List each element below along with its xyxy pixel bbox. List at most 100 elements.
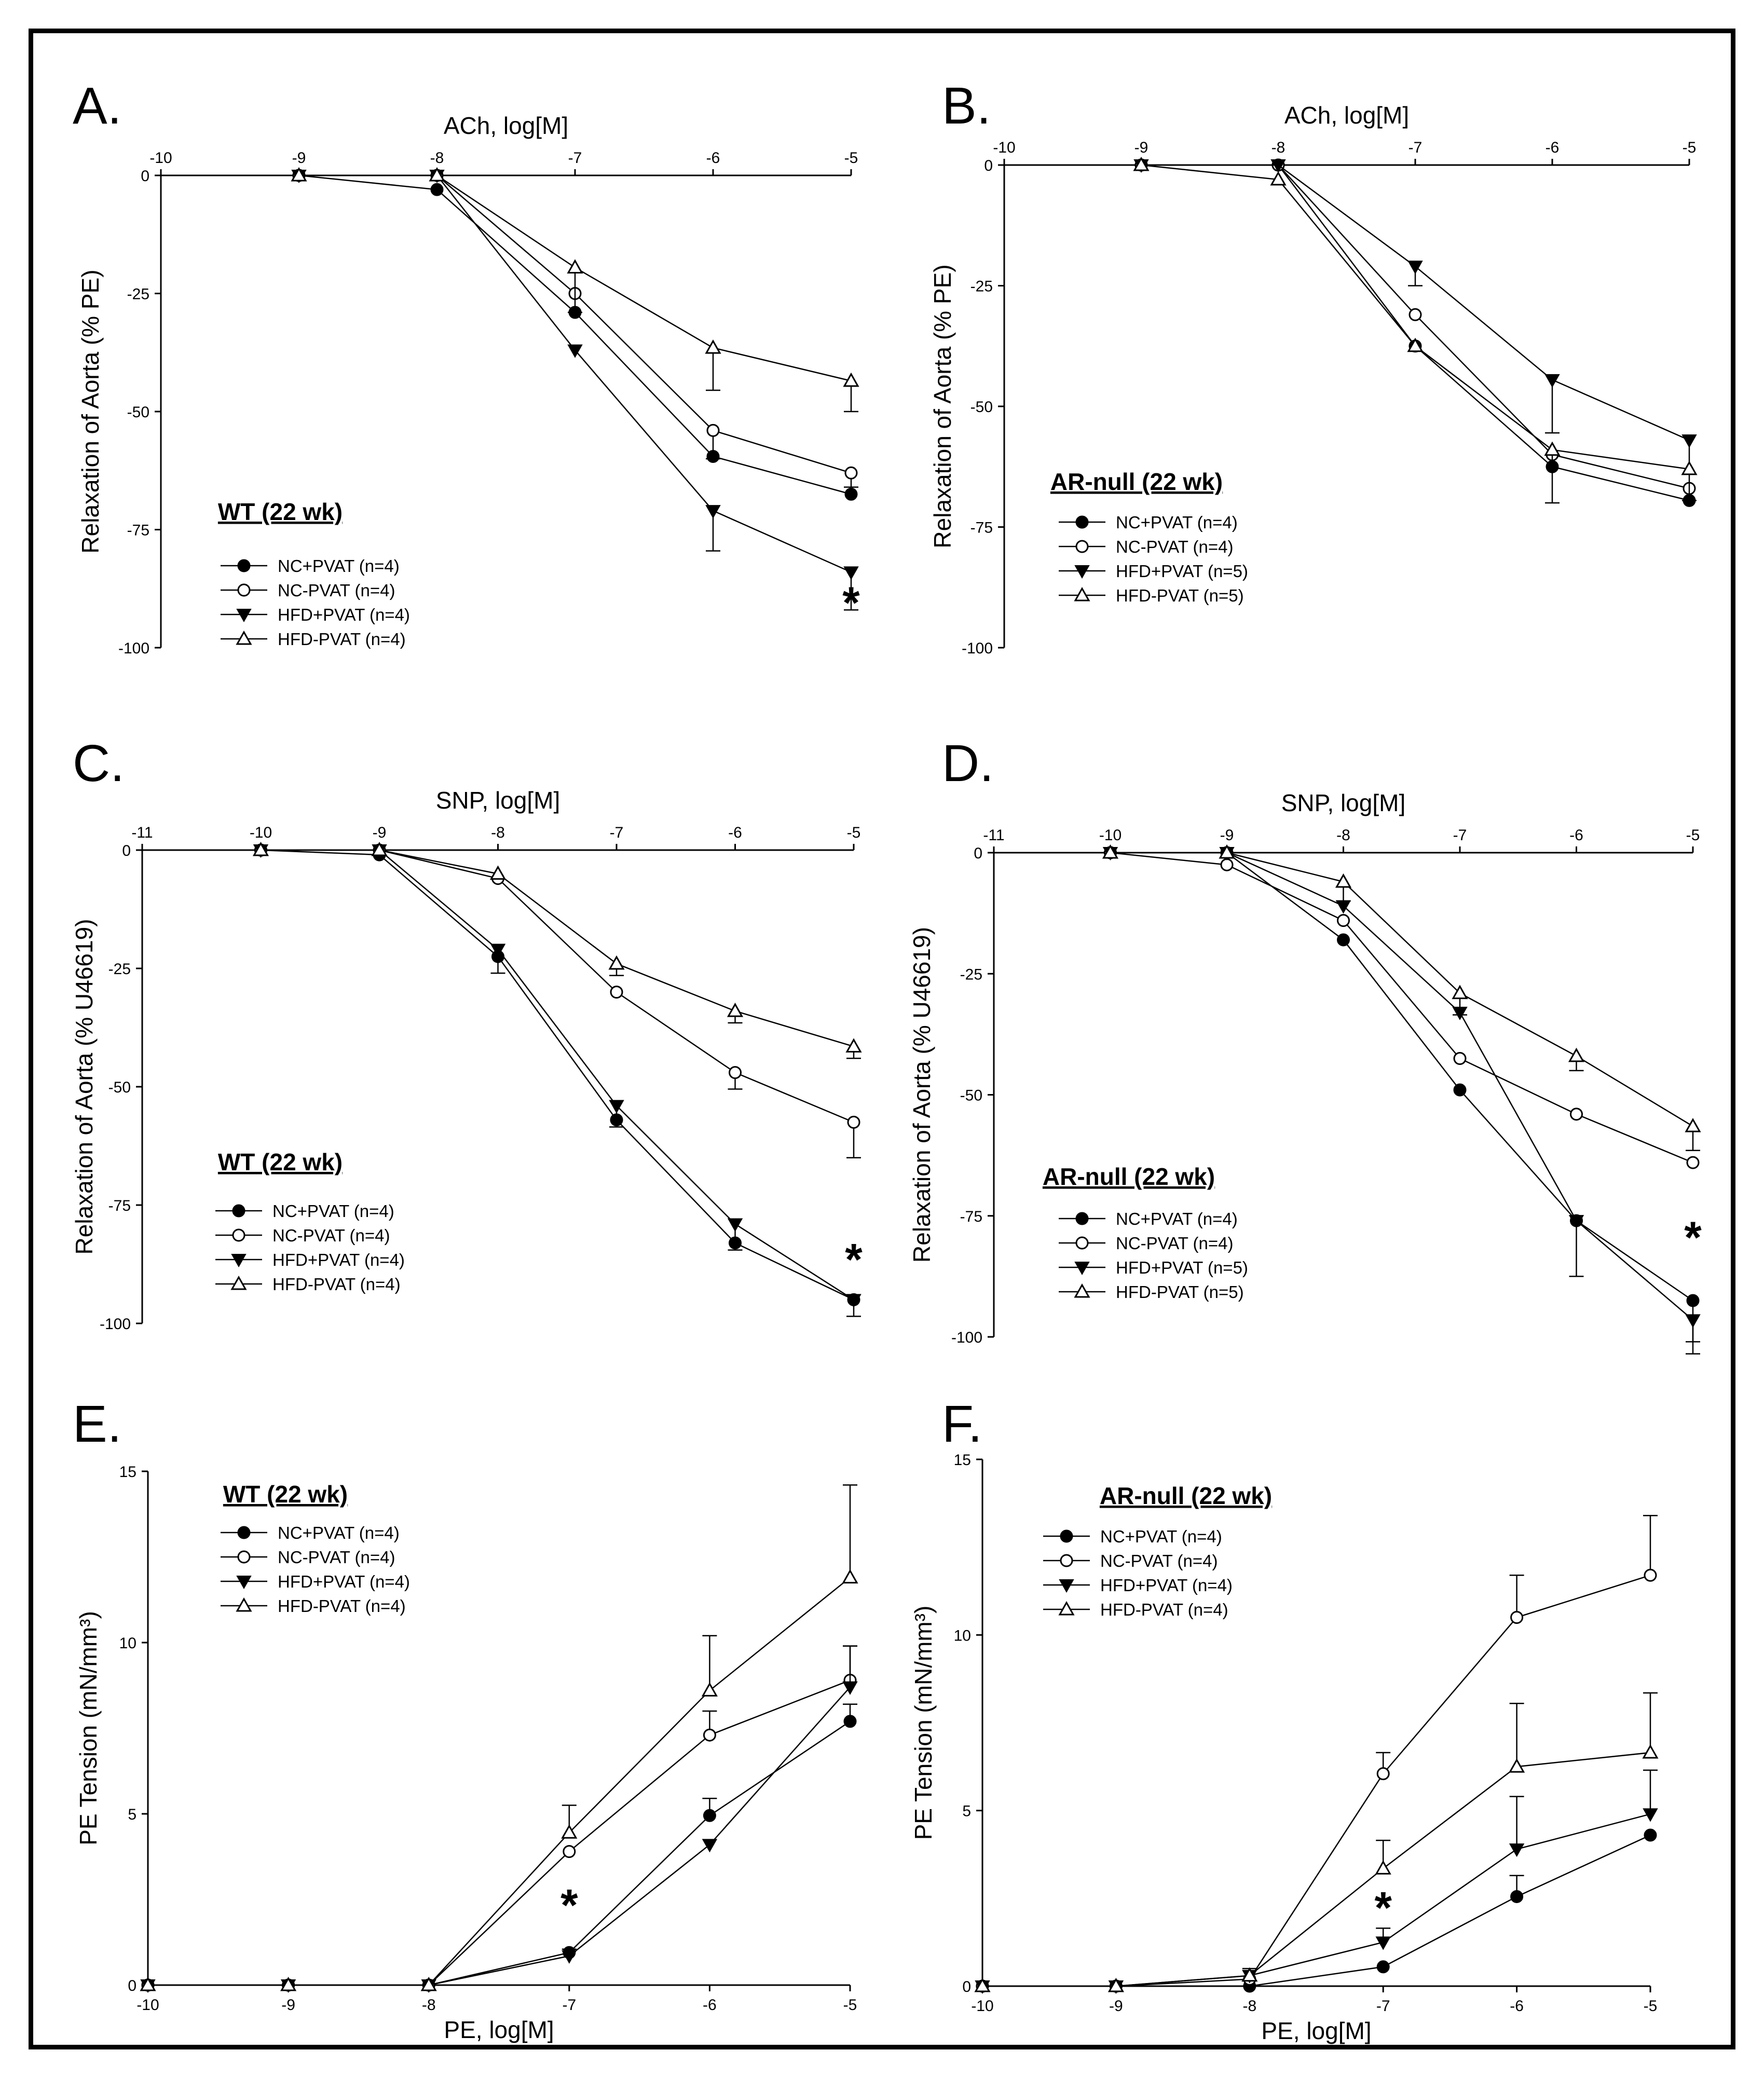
y-tick-label: 15 <box>954 1452 971 1469</box>
y-tick-label: -75 <box>960 1208 982 1225</box>
data-point <box>490 944 506 958</box>
legend-label: NC+PVAT (n=4) <box>1116 513 1238 532</box>
legend-marker <box>232 1204 245 1218</box>
x-axis-title: SNP, log[M] <box>436 787 560 814</box>
legend-title: AR-null (22 wk) <box>1100 1482 1272 1509</box>
x-tick-label: -11 <box>983 827 1004 844</box>
data-point <box>291 167 307 182</box>
legend-label: NC-PVAT (n=4) <box>278 1548 395 1567</box>
significance-star: * <box>842 578 860 628</box>
x-tick-label: -5 <box>1686 827 1700 844</box>
panel-letter: A. <box>73 77 121 135</box>
data-point <box>430 183 444 196</box>
series-filled-triangle-down <box>140 1645 858 1993</box>
data-point <box>1376 1960 1390 1974</box>
data-point <box>609 1100 624 1114</box>
y-tick-label: -100 <box>951 1329 982 1346</box>
legend-label: NC+PVAT (n=4) <box>272 1201 394 1221</box>
legend-label: HFD+PVAT (n=4) <box>272 1250 405 1269</box>
x-tick-label: -7 <box>1409 139 1423 156</box>
legend-marker <box>232 1228 245 1242</box>
legend-label: NC-PVAT (n=4) <box>278 581 395 600</box>
x-tick-label: -10 <box>1099 827 1122 844</box>
data-point <box>701 1682 718 1697</box>
series-open-triangle-up <box>974 1692 1659 1992</box>
y-tick-label: -75 <box>127 522 149 539</box>
series-line <box>1110 852 1693 1164</box>
y-tick-label: -25 <box>108 961 131 978</box>
legend-label: NC+PVAT (n=4) <box>278 556 400 576</box>
series-open-circle <box>1104 846 1700 1169</box>
legend-label: HFD+PVAT (n=4) <box>278 1572 410 1591</box>
series-line <box>1110 852 1693 1127</box>
legend-label: HFD+PVAT (n=5) <box>1116 1258 1248 1277</box>
y-tick-label: 0 <box>122 842 131 859</box>
x-tick-label: -6 <box>706 149 720 167</box>
y-tick-label: -75 <box>108 1197 131 1214</box>
legend-label: HFD+PVAT (n=4) <box>1100 1576 1233 1595</box>
x-tick-label: -8 <box>491 824 505 841</box>
y-tick-label: -25 <box>127 286 149 303</box>
legend-title: WT (22 wk) <box>218 1149 343 1175</box>
y-tick-label: -50 <box>127 404 149 421</box>
data-point <box>842 1681 858 1695</box>
y-tick-label: -50 <box>970 399 993 416</box>
data-point <box>280 1976 297 1991</box>
legend-marker <box>236 1576 252 1590</box>
x-axis-title: ACh, log[M] <box>1284 102 1409 129</box>
data-point <box>1270 171 1287 186</box>
data-point <box>610 986 623 999</box>
legend-marker <box>230 1275 247 1290</box>
data-point <box>429 167 445 182</box>
series-line <box>148 1577 851 1986</box>
data-point <box>1681 460 1698 475</box>
data-point <box>1453 1083 1467 1097</box>
series-filled-triangle-down <box>253 844 862 1317</box>
legend-label: NC+PVAT (n=4) <box>1116 1209 1238 1228</box>
series-open-triangle-up <box>291 167 859 413</box>
data-point <box>420 1976 437 1991</box>
series-line <box>148 1679 851 1986</box>
data-point <box>846 1294 862 1308</box>
data-point <box>1241 1967 1258 1982</box>
data-point <box>1337 914 1350 927</box>
x-tick-label: -9 <box>373 824 387 841</box>
x-tick-label: -7 <box>610 824 624 841</box>
y-axis-title: Relaxation of Aorta (% PE) <box>929 264 956 548</box>
legend: WT (22 wk) NC+PVAT (n=4) NC-PVAT (n=4) HFD+… <box>221 1481 410 1616</box>
x-tick-label: -5 <box>843 1997 857 2014</box>
data-point <box>608 955 625 970</box>
x-axis-title: PE, log[M] <box>444 2016 554 2043</box>
legend-marker <box>1075 515 1089 529</box>
data-point <box>567 344 583 358</box>
legend: AR-null (22 wk) NC+PVAT (n=4) NC-PVAT (n=4… <box>1050 468 1248 605</box>
data-point <box>842 1569 858 1584</box>
data-point <box>844 487 858 501</box>
legend-label: HFD+PVAT (n=5) <box>1116 562 1248 581</box>
legend-marker <box>231 1254 247 1268</box>
legend-marker <box>1060 1554 1073 1567</box>
series-line <box>148 1720 851 1986</box>
y-axis-title: Relaxation of Aorta (% U46619) <box>71 919 98 1255</box>
legend-marker <box>1074 1262 1090 1276</box>
legend-label: NC-PVAT (n=4) <box>272 1226 390 1245</box>
legend-label: NC+PVAT (n=4) <box>1100 1527 1222 1546</box>
legend-label: HFD-PVAT (n=5) <box>1116 1282 1244 1302</box>
data-point <box>489 865 507 880</box>
series-line <box>1141 164 1690 489</box>
data-point <box>1681 434 1697 448</box>
series-open-triangle-up <box>140 1484 858 1991</box>
y-tick-label: -100 <box>962 640 993 657</box>
data-point <box>1643 1808 1658 1822</box>
x-tick-label: -10 <box>993 139 1015 156</box>
series-open-triangle-up <box>252 841 862 1059</box>
y-tick-label: -100 <box>118 640 149 657</box>
legend-label: HFD+PVAT (n=4) <box>278 605 410 624</box>
series-filled-triangle-down <box>1102 847 1701 1355</box>
y-axis-title: PE Tension (mN/mm³) <box>75 1611 102 1845</box>
x-tick-label: -7 <box>1453 827 1467 844</box>
legend-marker <box>1060 1529 1073 1543</box>
data-point <box>1544 441 1561 456</box>
panel-letter: B. <box>942 77 991 135</box>
data-point <box>703 1809 716 1822</box>
